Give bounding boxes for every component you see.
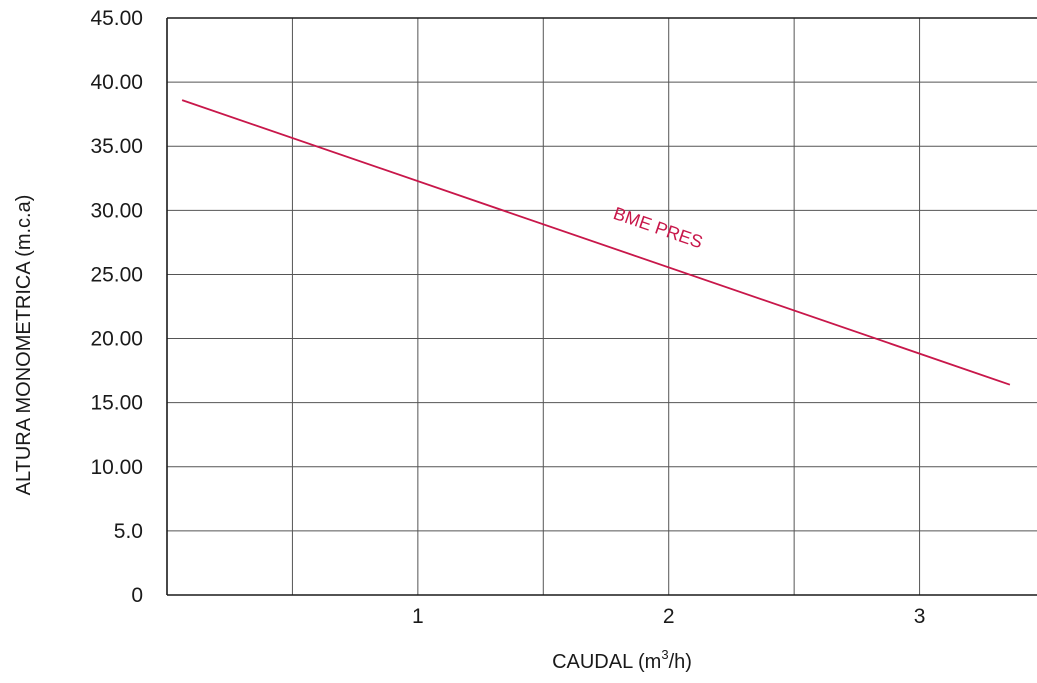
series-layer: BME PRES (181, 99, 1011, 386)
tick-labels: 0 5.0 10.00 15.00 20.00 25.00 30.00 35.00 40.00 4… (90, 7, 925, 628)
y-tick-label: 35.00 (90, 135, 143, 158)
series-line (181, 99, 1011, 386)
x-axis-label-main: CAUDAL (m (552, 651, 661, 673)
x-tick-label: 3 (914, 605, 926, 628)
x-axis-label-superscript: 3 (661, 647, 668, 662)
y-tick-label: 25.00 (90, 263, 143, 286)
y-tick-label: 10.00 (90, 456, 143, 479)
axes (166, 17, 1037, 596)
y-tick-label: 40.00 (90, 71, 143, 94)
x-axis-label: CAUDAL (m3/h) (552, 647, 692, 673)
y-tick-label: 5.0 (114, 520, 143, 543)
y-tick-label: 20.00 (90, 328, 143, 351)
y-tick-label: 15.00 (90, 392, 143, 415)
y-tick-label: 45.00 (90, 7, 143, 30)
grid (167, 18, 1037, 595)
y-tick-label: 0 (131, 584, 143, 607)
x-tick-label: 1 (412, 605, 424, 628)
x-tick-label: 2 (663, 605, 675, 628)
y-tick-label: 30.00 (90, 199, 143, 222)
x-axis-label-tail: /h) (669, 651, 692, 673)
y-axis-label: ALTURA MONOMETRICA (m.c.a) (13, 195, 35, 496)
